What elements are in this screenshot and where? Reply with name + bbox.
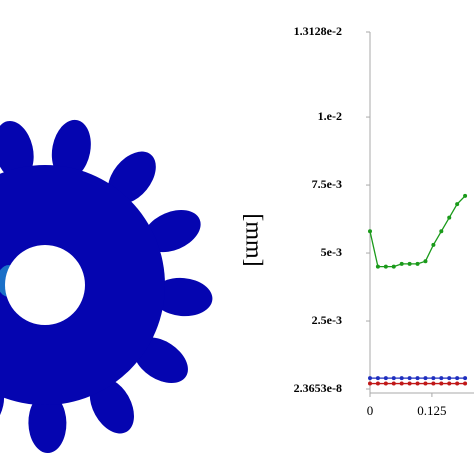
point [391,381,396,386]
point [415,261,420,266]
point [407,376,412,381]
point [407,381,412,386]
point [463,381,468,386]
point [431,242,436,247]
point [415,381,420,386]
point [455,381,460,386]
point [368,229,372,234]
point [439,229,444,234]
point [383,264,388,269]
point [423,381,428,386]
point [399,376,404,381]
gear [0,116,215,454]
y-tick-label: 2.5e-3 [312,313,342,327]
point [463,193,468,198]
point [375,381,380,386]
point [455,202,460,207]
point [415,376,420,381]
y-tick-label: 1.e-2 [318,109,342,123]
point [375,264,380,269]
y-tick-label: 2.3653e-8 [294,381,342,395]
point [368,381,372,386]
point [463,376,468,381]
point [455,376,460,381]
point [391,376,396,381]
point [423,376,428,381]
y-tick-label: 7.5e-3 [312,177,342,191]
point [447,381,452,386]
point [423,259,428,264]
point [447,215,452,220]
point [399,261,404,266]
point [375,376,380,381]
point [439,376,444,381]
point [447,376,452,381]
y-tick-label: 5e-3 [321,245,342,259]
point [399,381,404,386]
y-tick-label: 1.3128e-2 [294,24,342,38]
series-line [369,195,466,268]
point [431,381,436,386]
point [431,376,436,381]
point [439,381,444,386]
point [407,261,412,266]
point [383,376,388,381]
y-axis-label: [mm] [240,213,266,266]
point [383,381,388,386]
point [391,264,396,269]
x-tick-label: 0 [367,403,374,418]
point [368,376,372,381]
x-tick-label: 0.125 [417,403,446,418]
